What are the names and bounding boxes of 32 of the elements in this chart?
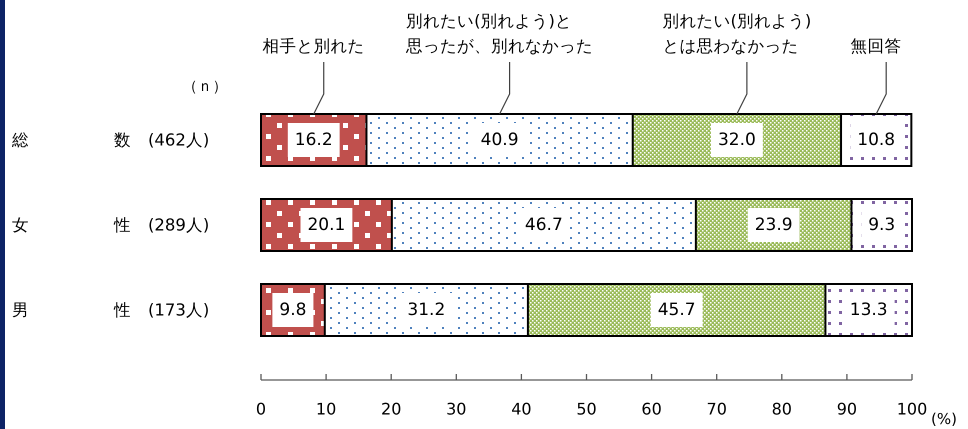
data-label: 46.7 [524, 215, 563, 235]
x-tick-label: 90 [836, 400, 858, 418]
data-label: 10.8 [857, 130, 896, 150]
x-tick-label: 80 [772, 400, 792, 418]
x-tick-label: 60 [641, 400, 662, 418]
data-label: 23.9 [754, 215, 793, 235]
data-label: 45.7 [658, 300, 696, 320]
x-tick-label: 100 [896, 400, 928, 418]
x-tick-label: 10 [316, 400, 336, 418]
data-label: 9.3 [868, 215, 896, 235]
data-label: 32.0 [718, 130, 756, 150]
text: 無回答 [850, 36, 902, 56]
data-label: 13.3 [850, 300, 888, 320]
y-tick-label: 総 数 (462人) [11, 130, 210, 150]
data-label: 9.8 [279, 300, 306, 320]
y-tick-label: 男 性 (173人) [12, 300, 210, 320]
x-tick-label: 30 [446, 400, 466, 418]
y-tick-label: 女 性 (289人) [12, 216, 210, 234]
data-label: 40.9 [480, 130, 519, 150]
data-label: 20.1 [307, 215, 346, 235]
text: 別れたい(別れよう)とは思わなかった [662, 12, 812, 56]
x-tick-label: 40 [511, 400, 532, 418]
x-tick-label: 70 [706, 400, 727, 418]
text: 別れたい(別れよう)と思ったが、別れなかった [405, 12, 594, 56]
x-tick-label: 20 [381, 400, 402, 418]
x-axis-title: (%) [931, 410, 957, 428]
text: 相手と別れた [262, 36, 365, 56]
x-tick-label: 50 [576, 400, 597, 418]
x-tick-label: 0 [256, 400, 266, 418]
text: （ｎ） [182, 77, 228, 95]
data-label: 16.2 [294, 130, 333, 150]
data-label: 31.2 [407, 300, 446, 320]
